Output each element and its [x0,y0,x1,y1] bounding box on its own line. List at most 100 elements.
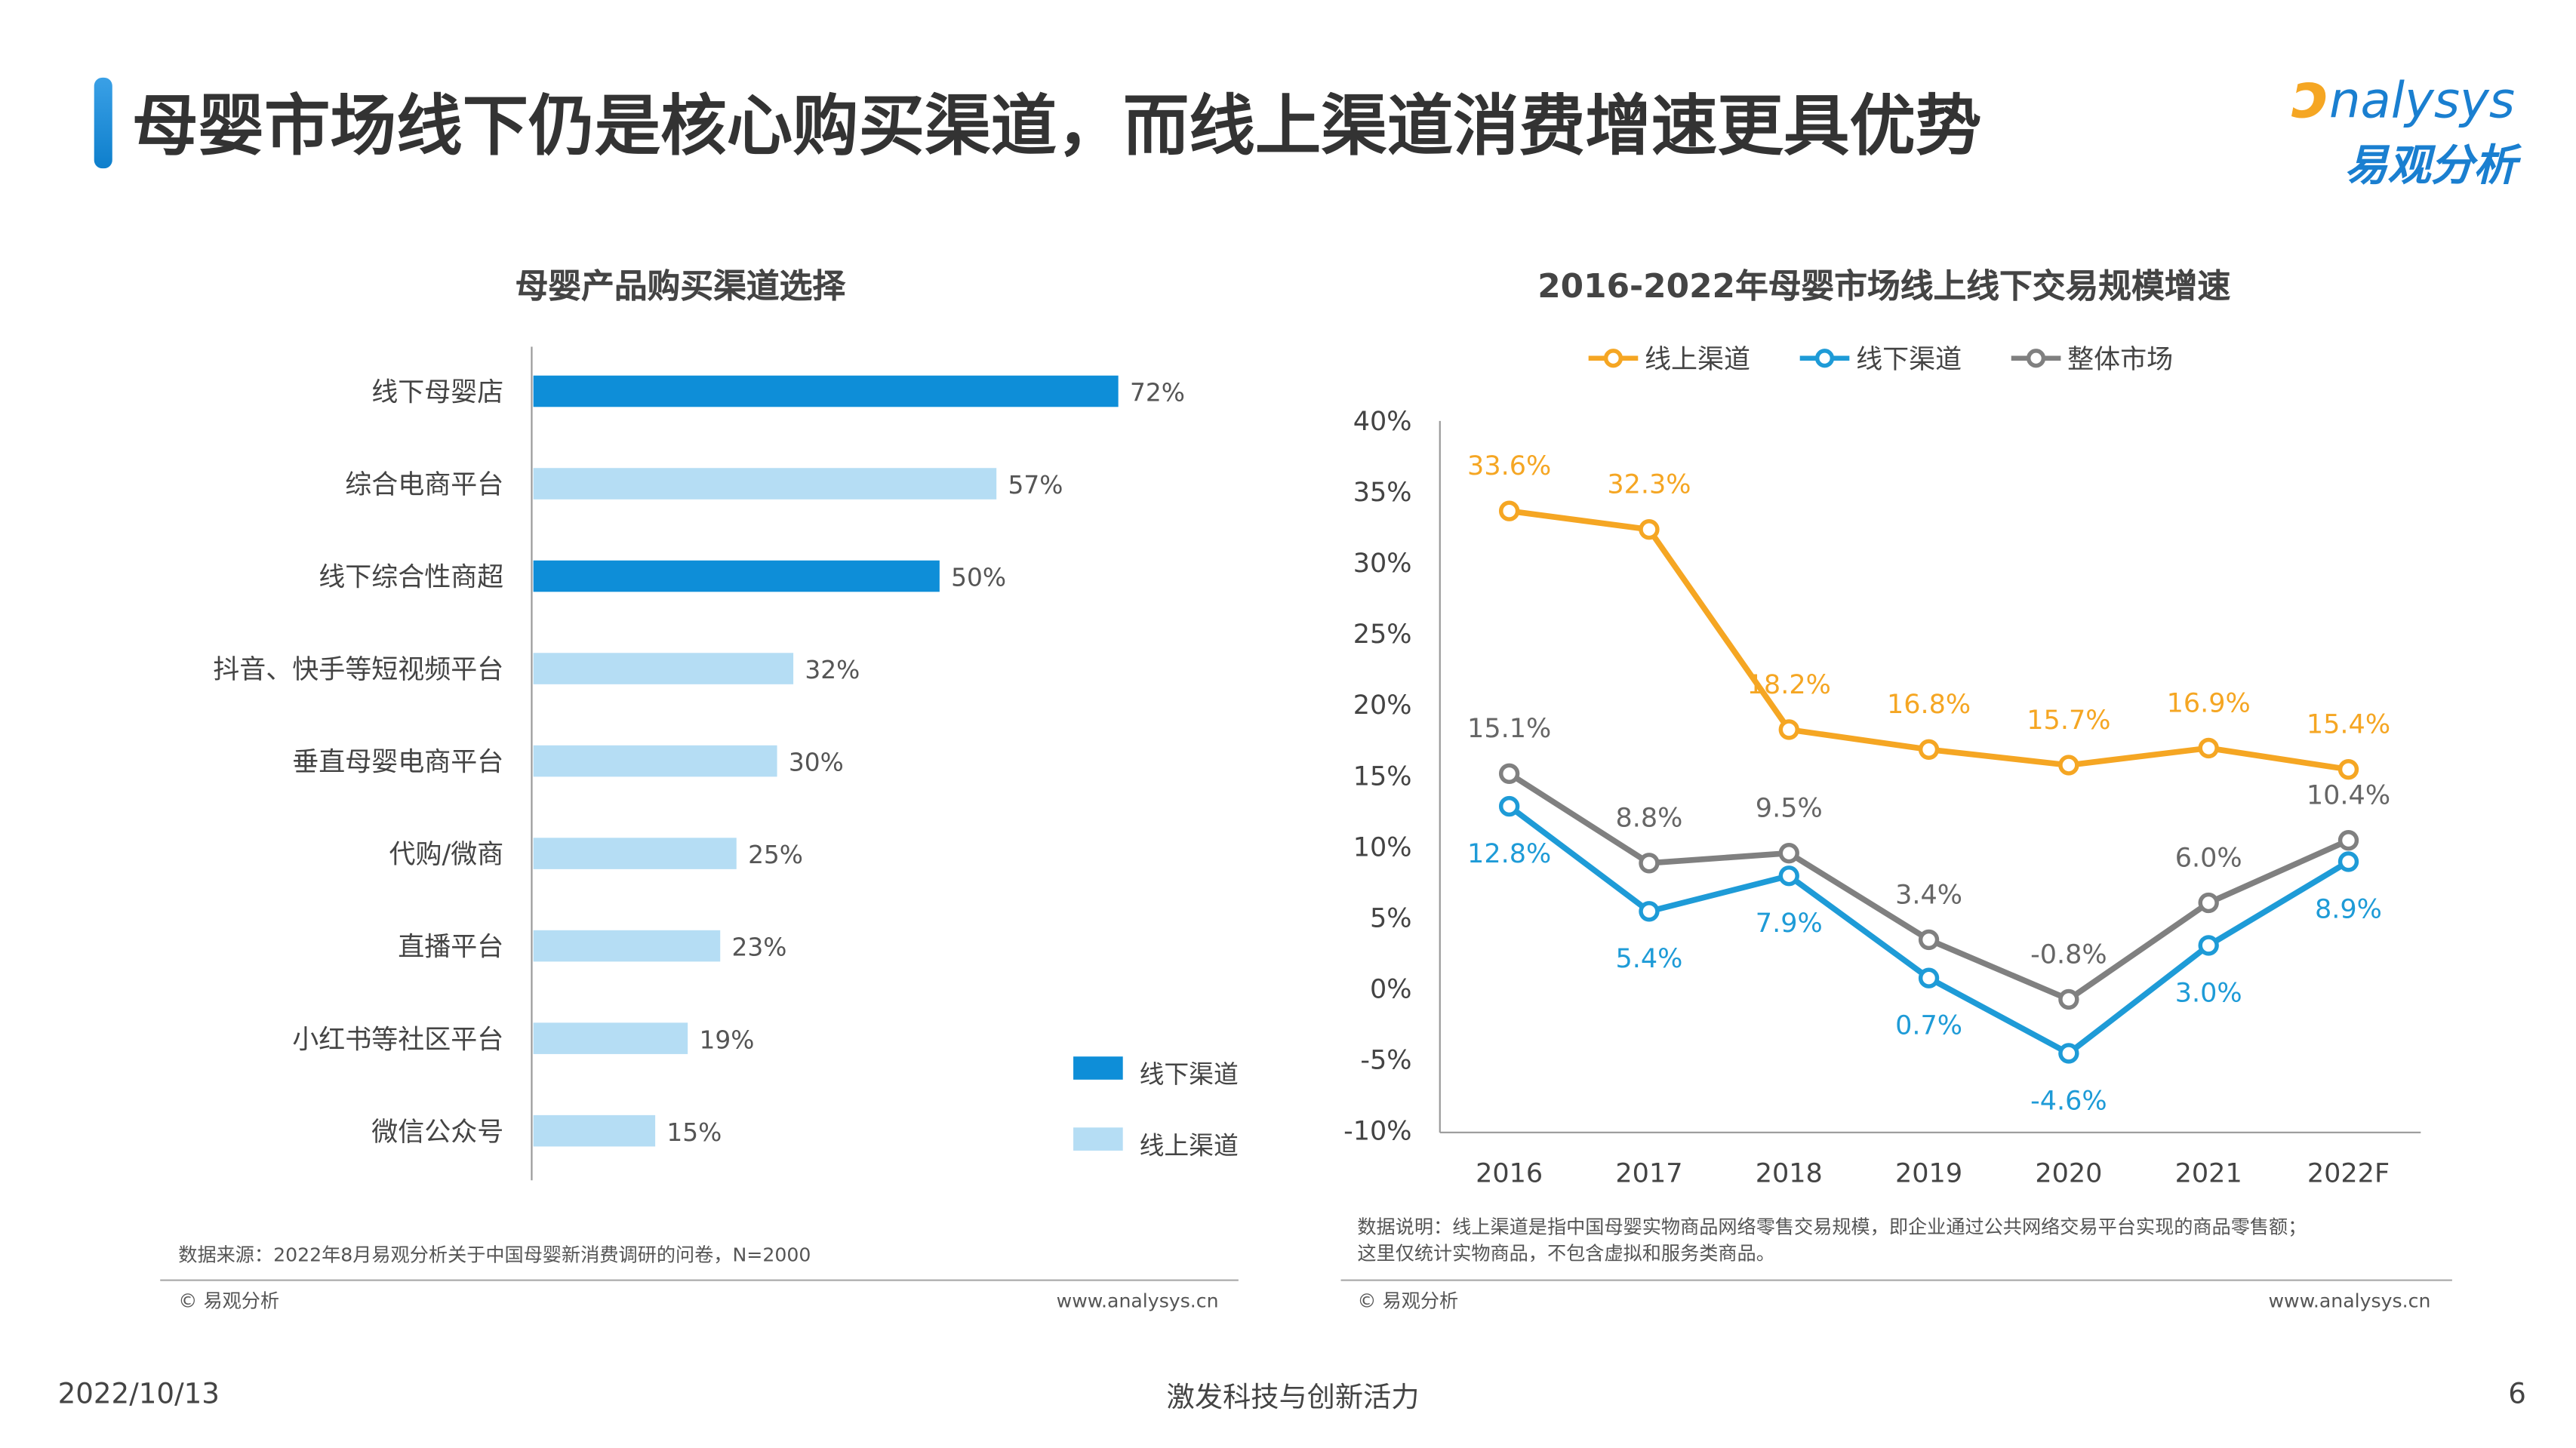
category-label: 微信公众号 [371,1118,503,1148]
data-label: 16.9% [2167,688,2251,718]
data-point [1498,795,1520,817]
data-point [2058,755,2079,776]
x-tick-label: 2019 [1895,1158,1962,1188]
analysys-logo: ↄnalysys 易观分析 [2292,60,2548,192]
value-label: 23% [732,933,787,962]
legend-marker [2026,349,2046,368]
y-tick-label: 15% [1353,761,1412,792]
data-point [1918,967,1940,988]
x-tick-label: 2020 [2035,1158,2102,1188]
website: www.analysys.cn [1056,1289,1219,1313]
data-point [2337,851,2359,872]
data-label: 3.0% [2175,978,2242,1008]
data-point [2198,892,2219,914]
title-accent-bar [94,77,112,169]
data-label: 15.4% [2307,710,2390,740]
data-label: -4.6% [2030,1086,2107,1116]
logo-cn: 易观分析 [2344,142,2517,192]
y-tick-label: 5% [1370,903,1412,933]
bar [533,375,1119,407]
data-label: 0.7% [1895,1011,1962,1041]
page-number: 6 [2508,1378,2526,1412]
legend-label: 线上渠道 [1645,345,1750,375]
data-note-line1: 数据说明：线上渠道是指中国母婴实物商品网络零售交易规模，即企业通过公共网络交易平… [1357,1215,2307,1238]
legend-marker [1814,349,1835,368]
category-label: 线下综合性商超 [319,563,503,593]
page-title: 母婴市场线下仍是核心购买渠道，而线上渠道消费增速更具优势 [132,89,1982,165]
bar [533,1022,688,1054]
data-point [1639,901,1660,922]
y-tick-label: 20% [1353,690,1412,721]
legend-label: 线下渠道 [1856,345,1962,375]
value-label: 30% [789,749,844,777]
data-label: -0.8% [2030,939,2107,970]
data-label: 16.8% [1887,690,1971,720]
y-tick-label: -10% [1343,1117,1411,1147]
legend-swatch [1073,1056,1123,1080]
bar [533,745,777,777]
category-label: 代购/微商 [389,840,503,870]
bar [533,838,737,869]
y-tick-label: 0% [1370,975,1412,1005]
footer-date: 2022/10/13 [57,1378,220,1412]
data-point [2337,758,2359,780]
website: www.analysys.cn [2268,1289,2431,1313]
data-point [1778,719,1799,740]
data-label: 18.2% [1747,670,1831,700]
data-point [2198,737,2219,759]
data-point [2337,830,2359,851]
bar-chart: 线下母婴店 72% 综合电商平台 57% 线下综合性商超 50% 抖音、快手等短视频平台 32… [213,346,1239,1181]
y-tick-label: 35% [1353,478,1412,508]
data-note-line2: 这里仅统计实物商品，不包含虚拟和服务类商品。 [1357,1241,1775,1265]
value-label: 32% [805,656,860,684]
y-tick-label: -5% [1360,1046,1411,1076]
category-label: 直播平台 [398,933,503,963]
value-label: 15% [666,1118,722,1147]
data-point [1639,518,1660,540]
data-label: 33.6% [1467,451,1551,481]
data-label: 10.4% [2307,781,2390,811]
data-point [1498,763,1520,784]
x-tick-label: 2021 [2175,1158,2242,1188]
data-point [2058,1043,2079,1064]
category-label: 抖音、快手等短视频平台 [213,655,503,685]
data-point [1778,865,1799,887]
bar [533,653,794,684]
data-point [1639,853,1660,874]
series-line-online [1509,508,2350,773]
line-chart: 40% 35% 30% 25% 20% 15% 10% 5% 0% -5% -10% 2016 2017… [1343,345,2421,1188]
value-label: 72% [1130,379,1185,407]
footer-slogan: 激发科技与创新活力 [1166,1382,1420,1415]
value-label: 57% [1008,471,1063,500]
value-label: 25% [748,841,803,869]
copyright: © 易观分析 [1357,1289,1459,1313]
category-label: 小红书等社区平台 [292,1025,503,1055]
data-point [1918,739,1940,760]
legend-label: 整体市场 [2067,345,2173,375]
data-label: 5.4% [1615,944,1682,974]
copyright: © 易观分析 [178,1289,280,1313]
bar-chart-title: 母婴产品购买渠道选择 [515,266,846,306]
data-label: 3.4% [1895,880,1962,910]
y-tick-label: 30% [1353,549,1412,579]
data-label: 32.3% [1607,470,1691,500]
line-chart-title: 2016-2022年母婴市场线上线下交易规模增速 [1537,266,2231,306]
data-label: 7.9% [1756,908,1823,939]
data-label: 8.8% [1615,804,1682,834]
category-label: 线下母婴店 [371,378,503,408]
bar [533,560,940,592]
legend-label: 线下渠道 [1140,1060,1239,1089]
data-point [1918,929,1940,951]
data-label: 15.7% [2027,706,2110,736]
category-label: 综合电商平台 [345,470,503,500]
legend-marker [1603,349,1623,368]
y-tick-label: 40% [1353,407,1412,437]
x-tick-label: 2022F [2307,1158,2390,1188]
divider [1340,1279,2452,1281]
x-tick-label: 2016 [1476,1158,1543,1188]
data-label: 6.0% [2175,843,2242,873]
category-label: 垂直母婴电商平台 [292,748,503,778]
data-label: 12.8% [1467,839,1551,869]
data-point [1778,842,1799,864]
data-label: 8.9% [2315,894,2382,924]
